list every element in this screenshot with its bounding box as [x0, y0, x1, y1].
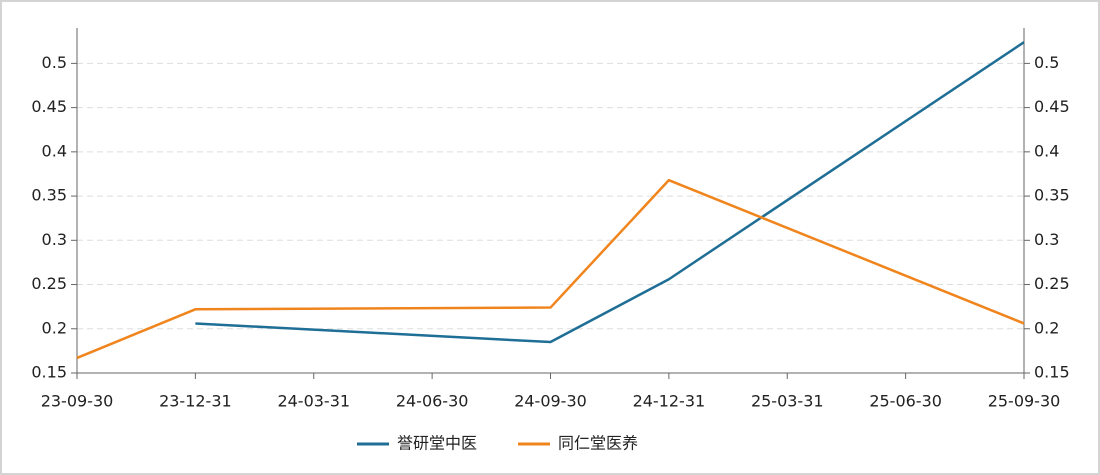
y-tick-label: 0.2: [42, 318, 67, 337]
y-tick-label: 0.45: [31, 97, 67, 116]
y2-tick-label: 0.2: [1034, 318, 1059, 337]
x-tick-label: 24-06-30: [396, 392, 469, 411]
x-tick-label: 24-09-30: [514, 392, 587, 411]
y-tick-label: 0.25: [31, 274, 67, 293]
y2-tick-label: 0.25: [1034, 274, 1070, 293]
x-tick-label: 25-09-30: [988, 392, 1061, 411]
y2-tick-label: 0.45: [1034, 97, 1070, 116]
legend-label: 同仁堂医养: [558, 434, 638, 453]
y-tick-label: 0.5: [42, 53, 67, 72]
series-line: [195, 41, 1025, 344]
y2-tick-label: 0.3: [1034, 230, 1059, 249]
y-tick-label: 0.4: [42, 141, 67, 160]
y-tick-label: 0.15: [31, 363, 67, 382]
y-tick-label: 0.3: [42, 230, 67, 249]
x-tick-label: 23-09-30: [41, 392, 114, 411]
x-tick-label: 23-12-31: [159, 392, 232, 411]
y-tick-label: 0.35: [31, 186, 67, 205]
y2-tick-label: 0.35: [1034, 186, 1070, 205]
y2-tick-label: 0.15: [1034, 363, 1070, 382]
series-line: [76, 178, 1025, 360]
y2-tick-label: 0.5: [1034, 53, 1059, 72]
x-tick-label: 25-06-30: [869, 392, 942, 411]
y2-tick-label: 0.4: [1034, 141, 1059, 160]
x-tick-label: 24-03-31: [277, 392, 350, 411]
legend-label: 誉研堂中医: [397, 434, 477, 453]
x-tick-label: 25-03-31: [751, 392, 824, 411]
x-tick-label: 24-12-31: [633, 392, 706, 411]
